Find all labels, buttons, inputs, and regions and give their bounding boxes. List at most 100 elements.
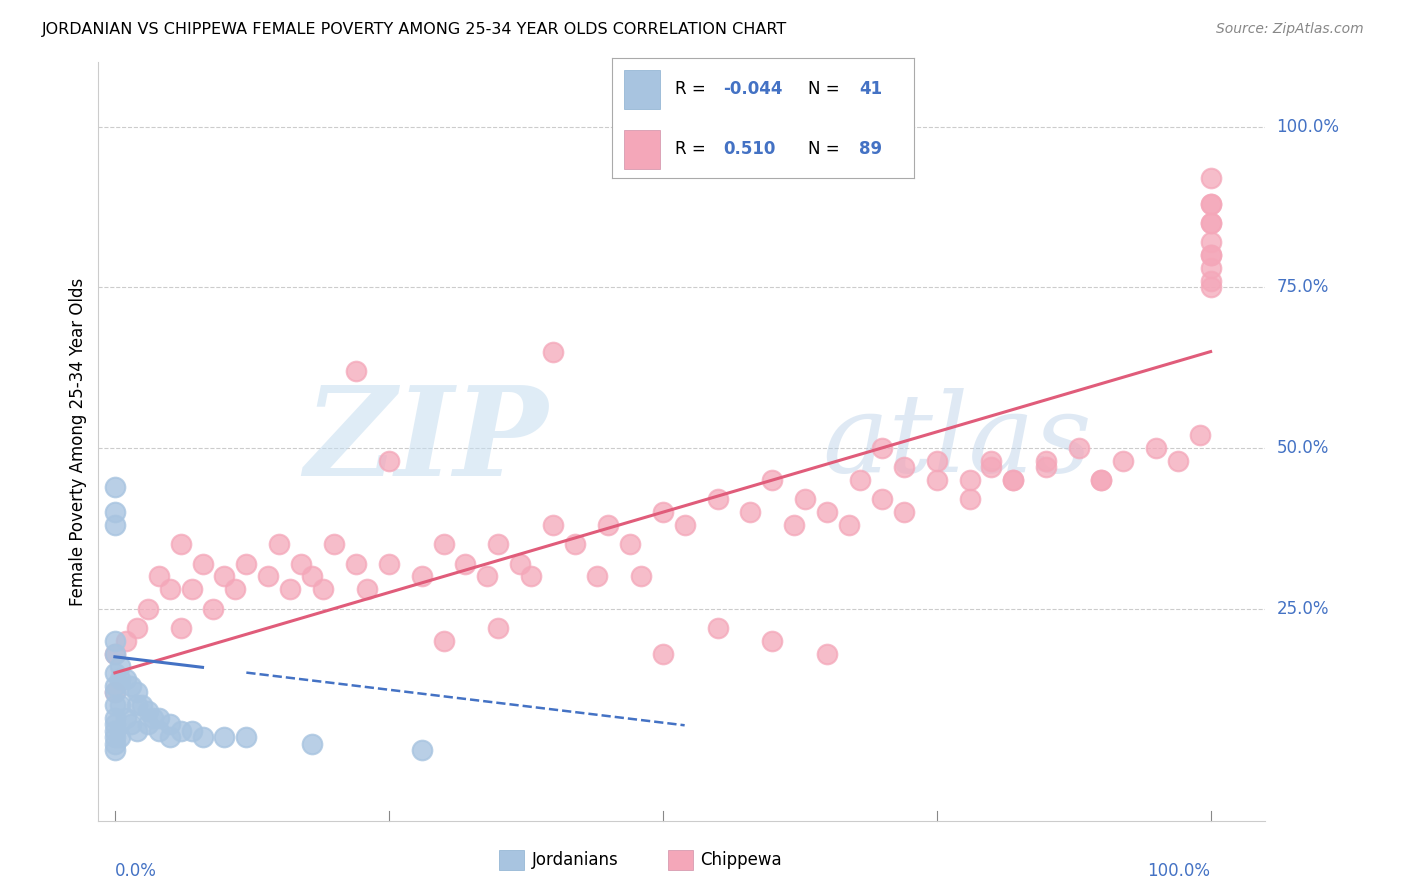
Point: [125, 723, 148, 738]
Point: [740, 505, 762, 519]
Point: [564, 537, 586, 551]
Point: [1144, 441, 1167, 455]
Point: [159, 582, 181, 597]
Point: [925, 454, 948, 468]
Point: [706, 492, 728, 507]
FancyBboxPatch shape: [624, 130, 659, 169]
Point: [1199, 274, 1222, 288]
Point: [104, 685, 127, 699]
Point: [344, 557, 367, 571]
Point: [1199, 261, 1222, 276]
Point: [980, 454, 1002, 468]
Point: [1199, 196, 1222, 211]
Text: 41: 41: [859, 80, 883, 98]
Point: [104, 717, 127, 731]
Point: [893, 460, 915, 475]
Point: [893, 505, 915, 519]
Point: [235, 730, 257, 744]
Point: [1035, 454, 1057, 468]
Point: [411, 743, 433, 757]
Point: [815, 505, 838, 519]
Point: [849, 473, 872, 487]
Text: Chippewa: Chippewa: [700, 851, 782, 869]
Point: [356, 582, 378, 597]
Point: [180, 582, 202, 597]
Point: [104, 737, 127, 751]
Text: Jordanians: Jordanians: [531, 851, 619, 869]
Point: [619, 537, 641, 551]
Point: [925, 473, 948, 487]
Point: [959, 473, 981, 487]
Text: N =: N =: [808, 80, 845, 98]
Point: [980, 460, 1002, 475]
FancyBboxPatch shape: [624, 70, 659, 109]
Point: [104, 679, 127, 693]
Point: [110, 659, 132, 673]
Point: [110, 673, 132, 687]
Point: [148, 723, 170, 738]
Point: [596, 518, 619, 533]
Point: [509, 557, 531, 571]
Point: [278, 582, 301, 597]
Point: [257, 569, 280, 583]
Point: [169, 537, 191, 551]
Point: [838, 518, 860, 533]
Point: [104, 647, 127, 661]
Point: [104, 633, 127, 648]
Point: [125, 621, 148, 635]
Point: [142, 711, 165, 725]
Point: [125, 685, 148, 699]
Point: [110, 730, 132, 744]
Point: [1188, 428, 1211, 442]
Point: [815, 647, 838, 661]
Point: [1035, 460, 1057, 475]
Point: [378, 454, 401, 468]
Text: -0.044: -0.044: [724, 80, 783, 98]
Point: [301, 737, 323, 751]
Point: [1167, 454, 1189, 468]
Point: [191, 557, 214, 571]
Point: [214, 730, 236, 744]
Point: [783, 518, 806, 533]
Point: [136, 601, 159, 615]
Point: [411, 569, 433, 583]
Text: 75.0%: 75.0%: [1277, 278, 1329, 296]
Point: [110, 698, 132, 712]
Point: [1199, 248, 1222, 262]
Point: [870, 492, 893, 507]
Point: [191, 730, 214, 744]
Point: [344, 364, 367, 378]
Text: N =: N =: [808, 141, 845, 159]
Point: [378, 557, 401, 571]
Point: [1002, 473, 1025, 487]
Point: [104, 685, 127, 699]
Point: [1199, 248, 1222, 262]
Point: [541, 344, 564, 359]
Point: [104, 698, 127, 712]
Point: [312, 582, 335, 597]
Text: Source: ZipAtlas.com: Source: ZipAtlas.com: [1216, 22, 1364, 37]
Point: [1069, 441, 1091, 455]
Point: [1112, 454, 1135, 468]
Point: [486, 537, 509, 551]
Point: [651, 647, 673, 661]
Point: [520, 569, 543, 583]
Text: 25.0%: 25.0%: [1277, 599, 1329, 617]
Point: [870, 441, 893, 455]
Point: [224, 582, 246, 597]
Text: ZIP: ZIP: [304, 381, 548, 502]
Point: [1199, 171, 1222, 186]
Point: [1199, 235, 1222, 250]
Point: [761, 633, 783, 648]
Point: [180, 723, 202, 738]
Point: [104, 743, 127, 757]
Point: [1199, 216, 1222, 230]
Point: [477, 569, 499, 583]
Point: [104, 711, 127, 725]
Point: [120, 679, 142, 693]
Text: atlas: atlas: [823, 388, 1091, 495]
Point: [486, 621, 509, 635]
Point: [159, 730, 181, 744]
Text: 100.0%: 100.0%: [1147, 863, 1211, 880]
Point: [114, 673, 136, 687]
